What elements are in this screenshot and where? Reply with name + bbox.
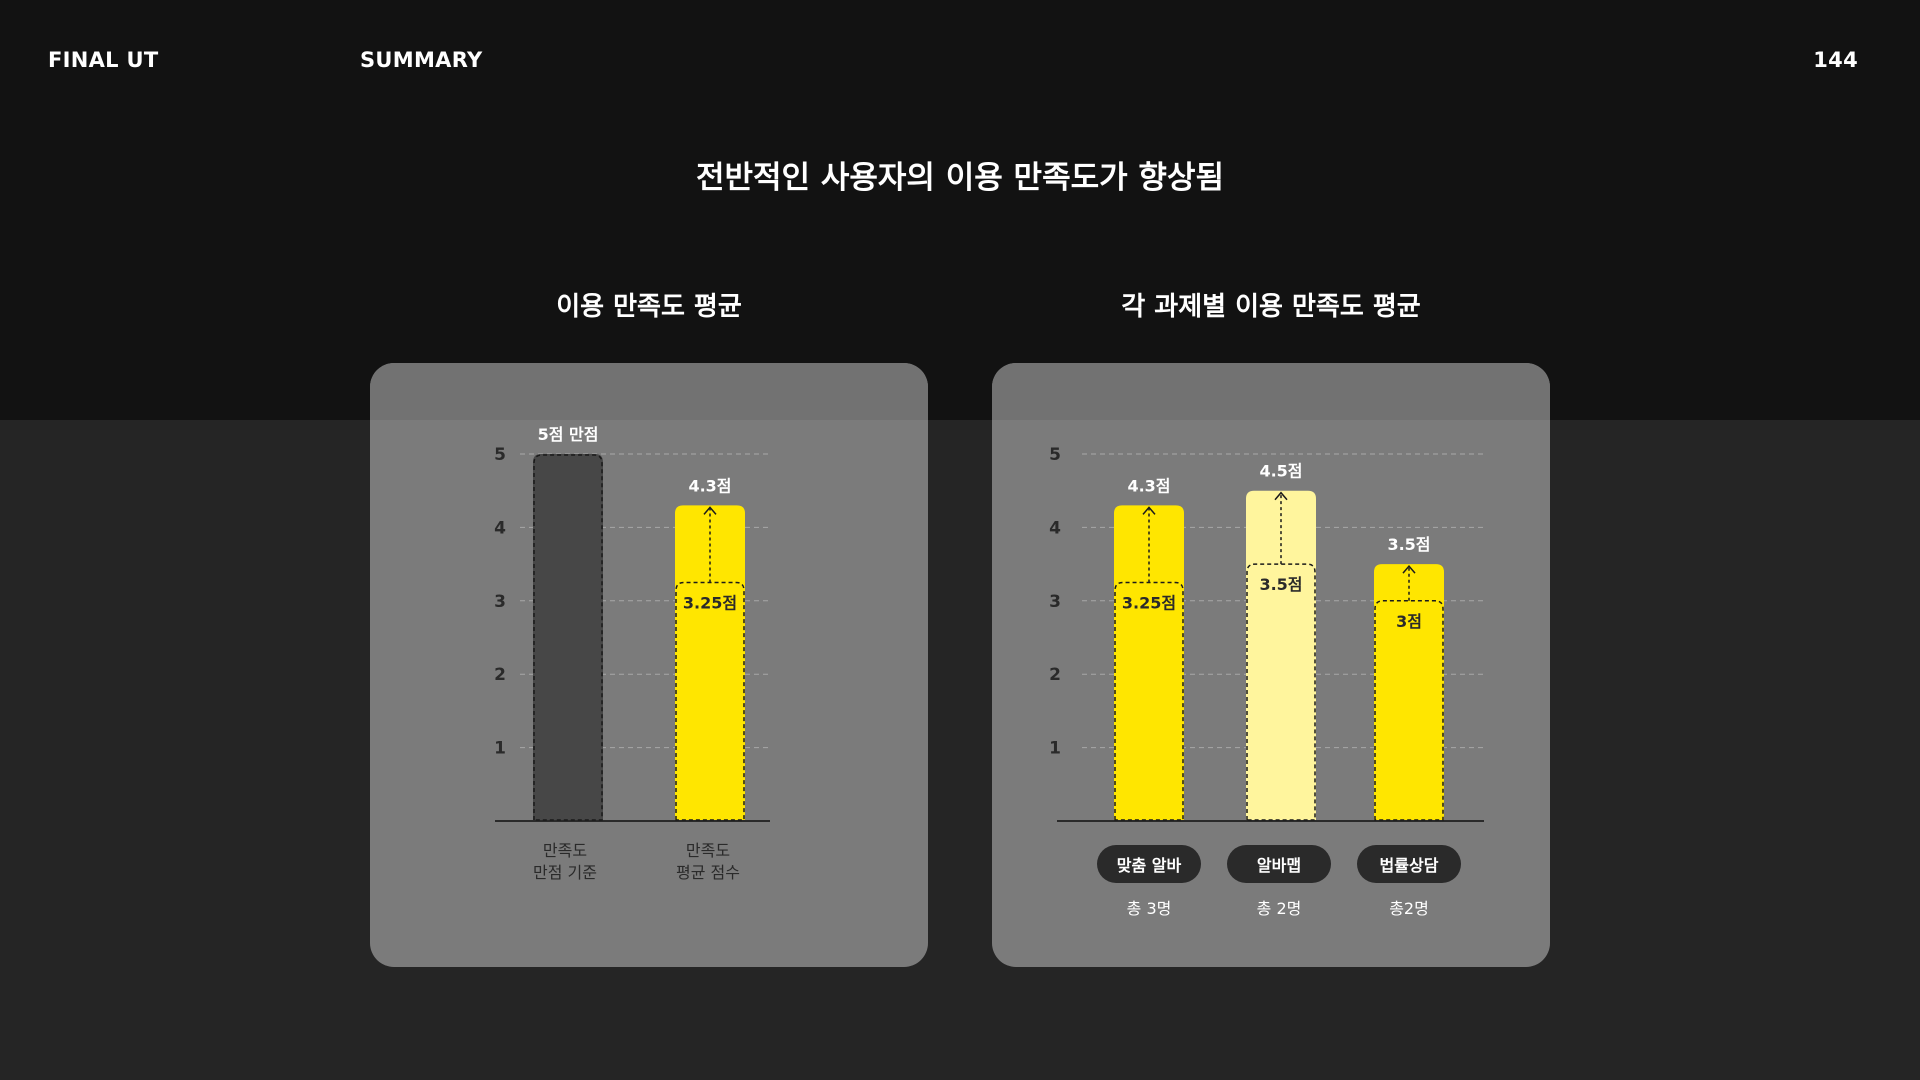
category-line: 만족도	[542, 841, 588, 860]
chart1-category-1: 만족도 만점 기준	[495, 840, 635, 884]
y-tick-label: 3	[494, 592, 506, 612]
card-top-shade	[992, 363, 1550, 420]
previous-score-label: 3.5점	[1259, 575, 1302, 594]
y-tick-label: 4	[1049, 518, 1061, 538]
task-pill-job-map: 알바맵	[1227, 845, 1331, 883]
page-title: 전반적인 사용자의 이용 만족도가 향상됨	[695, 160, 1224, 196]
bar-value-label: 4.3점	[688, 476, 731, 495]
bar	[1374, 564, 1444, 820]
y-tick-label: 2	[1049, 665, 1061, 685]
deck-label: FINAL UT	[48, 48, 159, 72]
improvement-arrow-head	[1142, 506, 1156, 515]
y-tick-label: 1	[494, 739, 506, 759]
previous-score-label: 3.25점	[1122, 593, 1176, 612]
chart2-card: 1 2 3 4 5 4.3점 3.25점 4.5점 3.5점 3.5점 3점 맞춤 알바 알바맵 법…	[992, 363, 1550, 967]
y-tick-label: 5	[1049, 445, 1061, 465]
bar	[533, 454, 603, 820]
y-tick-label: 1	[1049, 739, 1061, 759]
chart1-category-2: 만족도 평균 점수	[638, 840, 778, 884]
chart1-plot: 1 2 3 4 5 5점 만점 4.3점 3.25점	[370, 363, 928, 822]
improvement-arrow-head	[1274, 491, 1288, 501]
task-pill-custom-job: 맞춤 알바	[1097, 845, 1201, 883]
bar-value-label: 5점 만점	[538, 425, 599, 444]
previous-score-outline	[1374, 600, 1444, 821]
task-count: 총 3명	[1126, 899, 1172, 918]
y-tick-label: 3	[1049, 592, 1061, 612]
chart1-card: 1 2 3 4 5 5점 만점 4.3점 3.25점 만족도 만점 기준 만족도 평균 점수	[370, 363, 928, 967]
improvement-arrow-head	[703, 506, 717, 515]
previous-score-outline	[1114, 581, 1184, 821]
page-number: 144	[1813, 48, 1858, 72]
chart2-title: 각 과제별 이용 만족도 평균	[1121, 292, 1421, 322]
y-tick-label: 4	[494, 518, 506, 538]
chart2-plot: 1 2 3 4 5 4.3점 3.25점 4.5점 3.5점 3.5점 3점	[992, 363, 1550, 822]
previous-score-label: 3점	[1396, 612, 1422, 631]
bar-value-label: 3.5점	[1387, 535, 1430, 554]
top-band	[0, 0, 1920, 420]
bar-outline	[533, 454, 603, 821]
task-count: 총 2명	[1256, 899, 1302, 918]
improvement-arrow-head	[1402, 564, 1416, 574]
y-tick-label: 5	[494, 445, 506, 465]
category-line: 평균 점수	[676, 863, 740, 882]
y-tick-label: 2	[494, 665, 506, 685]
bar-value-label: 4.3점	[1127, 476, 1170, 495]
bar	[1246, 490, 1316, 820]
previous-score-outline	[1246, 563, 1316, 821]
previous-score-outline	[675, 581, 745, 821]
chart1-title: 이용 만족도 평균	[556, 292, 742, 322]
card-top-shade	[370, 363, 928, 420]
bar	[675, 505, 745, 820]
task-pill-legal: 법률상담	[1357, 845, 1461, 883]
previous-score-label: 3.25점	[683, 593, 737, 612]
task-count: 총2명	[1389, 899, 1429, 918]
bar-value-label: 4.5점	[1259, 462, 1302, 481]
category-line: 만족도	[685, 841, 731, 860]
category-line: 만점 기준	[533, 863, 597, 882]
section-label: SUMMARY	[360, 48, 483, 72]
bar	[1114, 505, 1184, 820]
